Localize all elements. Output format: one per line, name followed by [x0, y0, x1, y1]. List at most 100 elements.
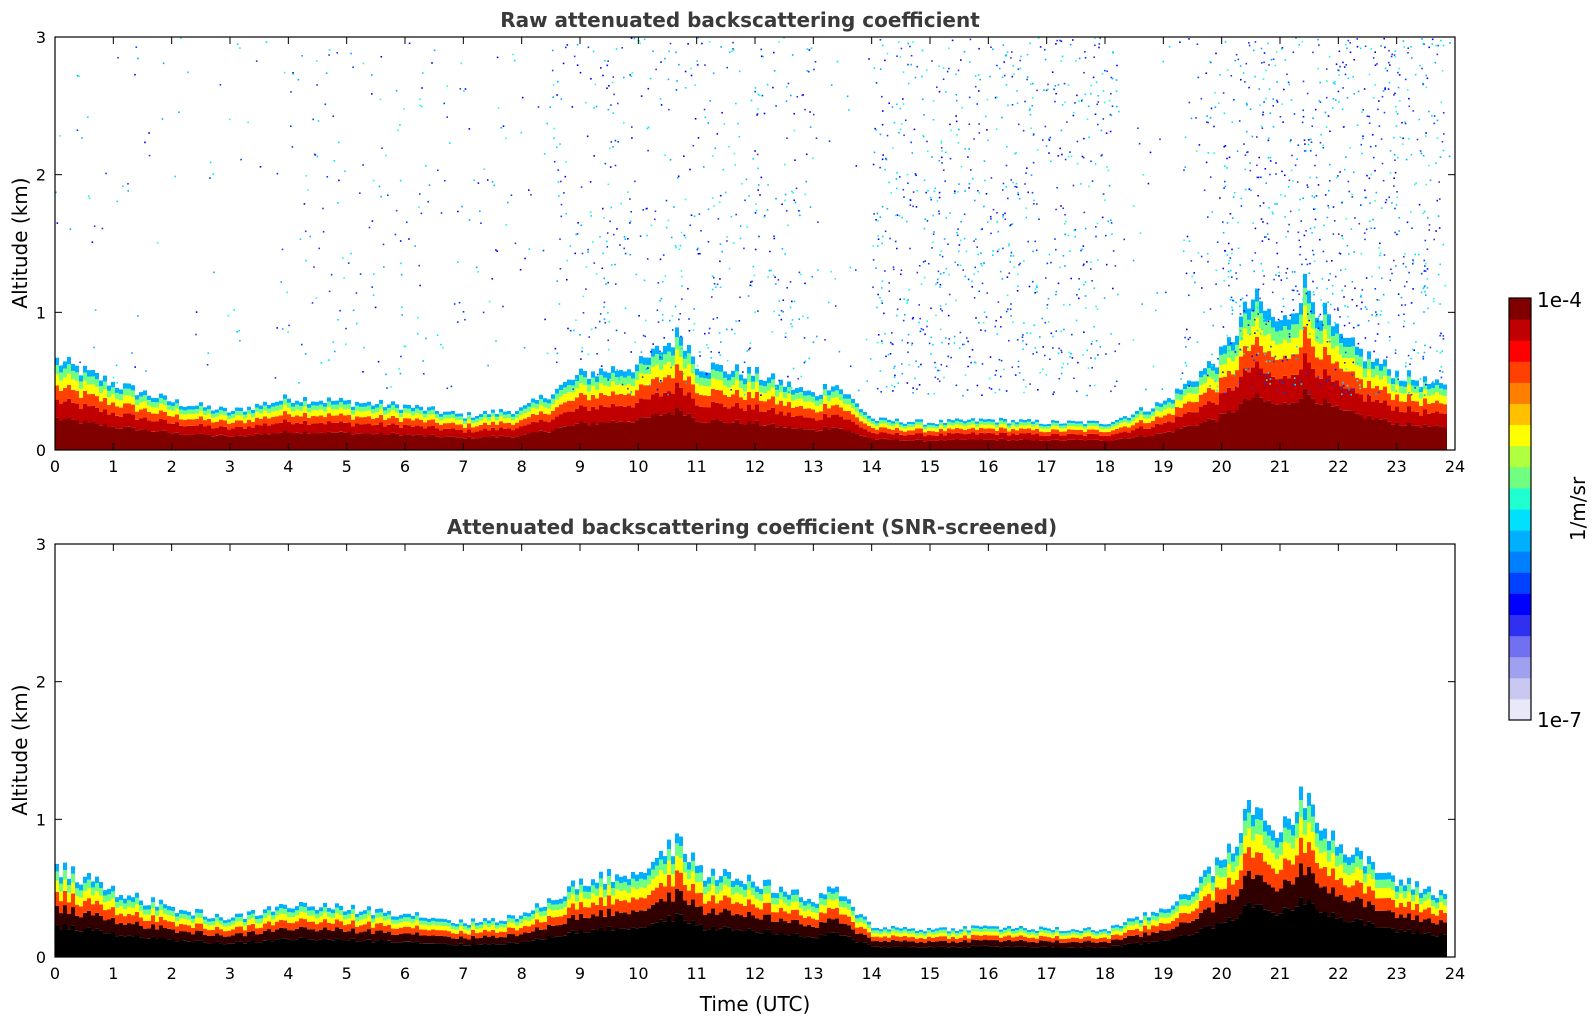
noise-speckle: [929, 196, 932, 199]
noise-speckle: [1003, 61, 1005, 63]
noise-speckle: [575, 233, 577, 236]
noise-speckle: [973, 240, 975, 242]
boundary-layer-cell: [1351, 388, 1355, 411]
boundary-layer-cell: [1027, 428, 1031, 433]
noise-speckle: [1314, 218, 1317, 221]
boundary-layer-cell: [1395, 377, 1399, 385]
boundary-layer-cell: [391, 433, 395, 450]
noise-speckle: [934, 187, 936, 190]
noise-speckle: [1374, 340, 1377, 342]
noise-speckle: [1058, 347, 1060, 350]
noise-speckle: [1062, 207, 1064, 210]
boundary-layer-cell: [423, 413, 427, 418]
noise-speckle: [941, 156, 943, 159]
noise-speckle: [1332, 292, 1334, 295]
noise-speckle: [994, 96, 997, 99]
noise-speckle: [750, 281, 752, 283]
noise-speckle: [722, 168, 725, 171]
noise-speckle: [615, 48, 618, 50]
noise-speckle: [959, 239, 962, 242]
noise-speckle: [973, 297, 976, 299]
noise-speckle: [873, 151, 876, 154]
boundary-layer-cell: [427, 435, 431, 450]
noise-speckle: [417, 316, 419, 319]
boundary-layer-cell: [759, 400, 763, 412]
boundary-layer-cell: [995, 424, 999, 428]
boundary-layer-cell: [1339, 354, 1343, 369]
boundary-layer-cell: [643, 399, 647, 418]
noise-speckle: [908, 289, 910, 291]
noise-speckle: [1422, 355, 1425, 358]
boundary-layer-cell: [795, 399, 799, 407]
boundary-layer-cell: [1387, 383, 1391, 394]
boundary-layer-cell: [131, 414, 135, 428]
noise-speckle: [1380, 138, 1383, 140]
noise-speckle: [949, 212, 951, 214]
noise-speckle: [882, 235, 884, 238]
boundary-layer-cell: [1155, 423, 1159, 434]
boundary-layer-cell: [435, 414, 439, 418]
noise-speckle: [482, 311, 485, 314]
boundary-layer-cell: [63, 870, 67, 880]
noise-speckle: [1436, 137, 1439, 139]
noise-speckle: [1314, 208, 1317, 210]
noise-speckle: [453, 303, 456, 305]
boundary-layer-cell: [919, 424, 923, 429]
boundary-layer-cell: [499, 416, 503, 422]
noise-speckle: [1076, 162, 1079, 165]
boundary-layer-cell: [1363, 377, 1367, 388]
noise-speckle: [1001, 278, 1004, 280]
noise-speckle: [680, 270, 683, 272]
boundary-layer-cell: [375, 407, 379, 413]
noise-speckle: [794, 159, 796, 161]
noise-speckle: [1070, 155, 1073, 158]
x-tick-label: 5: [342, 457, 352, 476]
boundary-layer-cell: [739, 374, 743, 381]
noise-speckle: [1239, 348, 1241, 351]
boundary-layer-cell: [95, 876, 99, 883]
noise-speckle: [1231, 248, 1233, 251]
boundary-layer-cell: [291, 433, 295, 450]
noise-speckle: [902, 71, 905, 73]
noise-speckle: [1004, 212, 1006, 215]
noise-speckle: [1036, 291, 1038, 293]
noise-speckle: [380, 56, 383, 58]
noise-speckle: [576, 43, 579, 46]
noise-speckle: [1036, 286, 1038, 288]
noise-speckle: [977, 190, 979, 192]
boundary-layer-cell: [103, 895, 107, 903]
boundary-layer-cell: [291, 402, 295, 407]
boundary-layer-cell: [355, 410, 359, 417]
boundary-layer-cell: [111, 932, 115, 957]
boundary-layer-cell: [1231, 374, 1235, 391]
noise-speckle: [180, 37, 182, 39]
boundary-layer-cell: [895, 428, 899, 433]
noise-speckle: [1403, 285, 1406, 288]
noise-speckle: [1057, 84, 1060, 86]
boundary-layer-cell: [459, 424, 463, 430]
boundary-layer-cell: [1171, 422, 1175, 433]
boundary-layer-cell: [131, 924, 135, 937]
noise-speckle: [980, 228, 982, 231]
noise-speckle: [1413, 385, 1416, 388]
boundary-layer-cell: [679, 345, 683, 358]
noise-speckle: [957, 191, 959, 193]
noise-speckle: [290, 125, 292, 127]
noise-speckle: [1305, 150, 1307, 152]
noise-speckle: [1425, 294, 1427, 296]
x-tick-label: 12: [745, 457, 765, 476]
noise-speckle: [1032, 250, 1034, 253]
boundary-layer-cell: [191, 406, 195, 410]
noise-speckle: [964, 190, 966, 192]
noise-speckle: [934, 361, 936, 364]
boundary-layer-cell: [171, 939, 175, 957]
noise-speckle: [974, 85, 977, 88]
noise-speckle: [977, 253, 979, 256]
boundary-layer-cell: [1087, 420, 1091, 423]
noise-speckle: [946, 70, 949, 73]
boundary-layer-cell: [499, 421, 503, 428]
boundary-layer-cell: [1359, 348, 1363, 357]
noise-speckle: [1185, 346, 1187, 348]
boundary-layer-cell: [139, 409, 143, 419]
boundary-layer-cell: [1259, 301, 1263, 314]
